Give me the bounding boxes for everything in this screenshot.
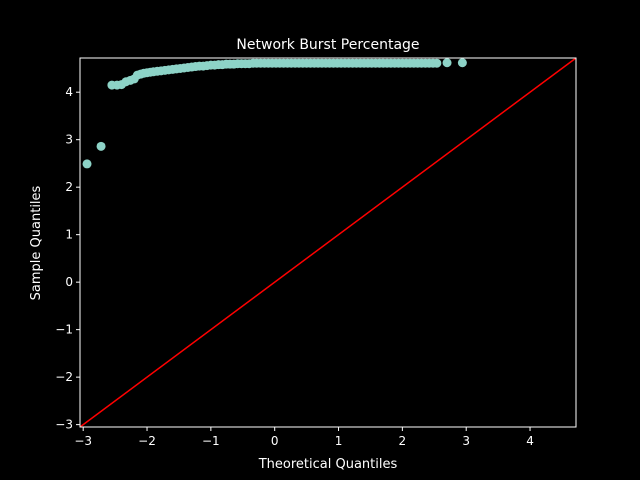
y-tick-label: 3 (65, 133, 73, 147)
data-points-layer (82, 58, 467, 169)
data-point (432, 58, 442, 68)
data-point (96, 141, 106, 151)
reference-line (79, 57, 577, 428)
data-point (457, 58, 467, 68)
ticks-layer: −3 −2 −1 0 1 2 3 4 −3 −2 −1 0 1 2 3 4 (55, 85, 534, 448)
chart-title: Network Burst Percentage (236, 37, 419, 53)
data-point (442, 58, 452, 68)
axes-frame (79, 57, 577, 428)
x-tick-label: −1 (202, 434, 220, 448)
y-tick-label: 0 (65, 275, 73, 289)
y-tick-label: −3 (55, 418, 73, 432)
y-tick-label: −1 (55, 323, 73, 337)
y-axis-label: Sample Quantiles (29, 185, 44, 300)
reference-line-layer (79, 57, 577, 428)
x-tick-label: −2 (138, 434, 156, 448)
x-tick-label: −3 (74, 434, 92, 448)
x-tick-label: 2 (399, 434, 407, 448)
x-tick-label: 4 (526, 434, 534, 448)
y-tick-label: −2 (55, 370, 73, 384)
y-tick-label: 2 (65, 180, 73, 194)
y-tick-label: 4 (65, 85, 73, 99)
data-point (82, 159, 92, 169)
x-axis-label: Theoretical Quantiles (258, 457, 398, 472)
x-tick-label: 3 (462, 434, 470, 448)
y-tick-label: 1 (65, 228, 73, 242)
x-tick-label: 0 (271, 434, 279, 448)
x-tick-label: 1 (335, 434, 343, 448)
